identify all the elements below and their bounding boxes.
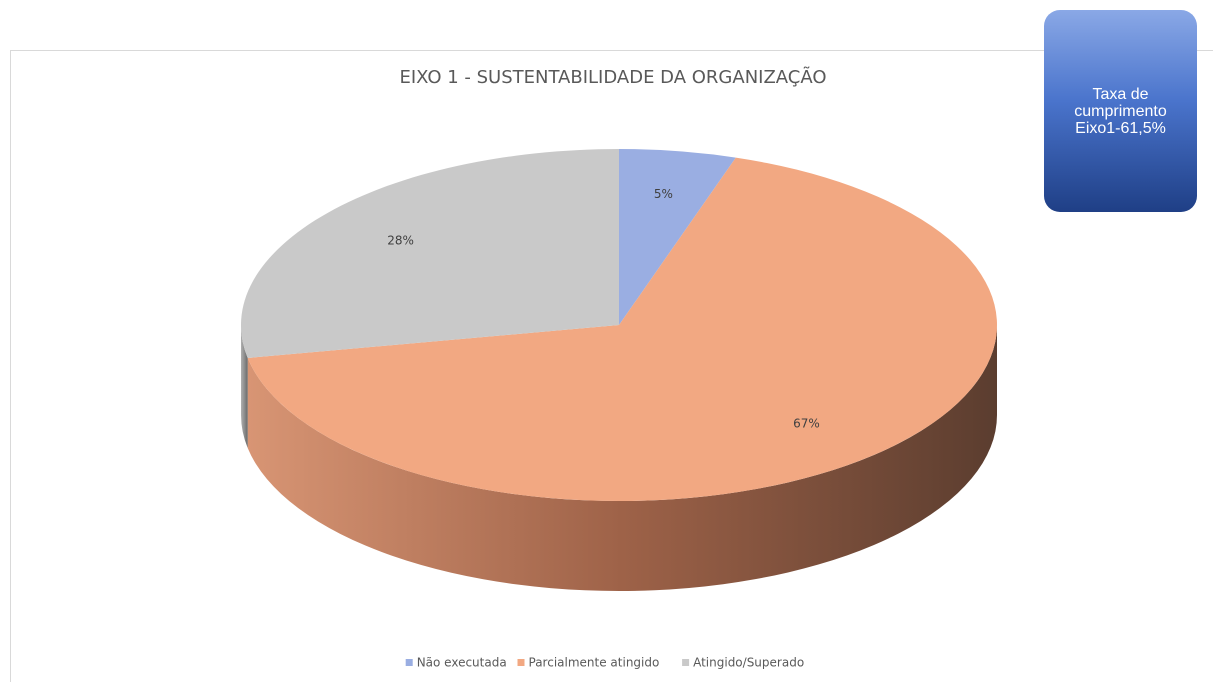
slice [240,149,619,358]
slice-side [247,325,997,592]
chart-title: EIXO 1 - SUSTENTABILIDADE DA ORGANIZAÇÃO [399,66,826,88]
slice [247,157,998,502]
data-label: 5% [654,187,673,201]
slice-side [241,325,248,448]
legend-swatch [682,659,690,666]
data-label: 67% [793,417,820,431]
slice [619,149,736,325]
legend-label: Não executada [417,656,507,670]
legend-label: Parcialmente atingido [529,656,660,670]
legend-label: Atingido/Superado [693,656,804,670]
legend-swatch [517,659,525,666]
legend-swatch [405,659,413,666]
annotation-box: Taxa de cumprimento Eixo1-61,5% [1044,10,1197,212]
data-label: 28% [387,233,414,247]
